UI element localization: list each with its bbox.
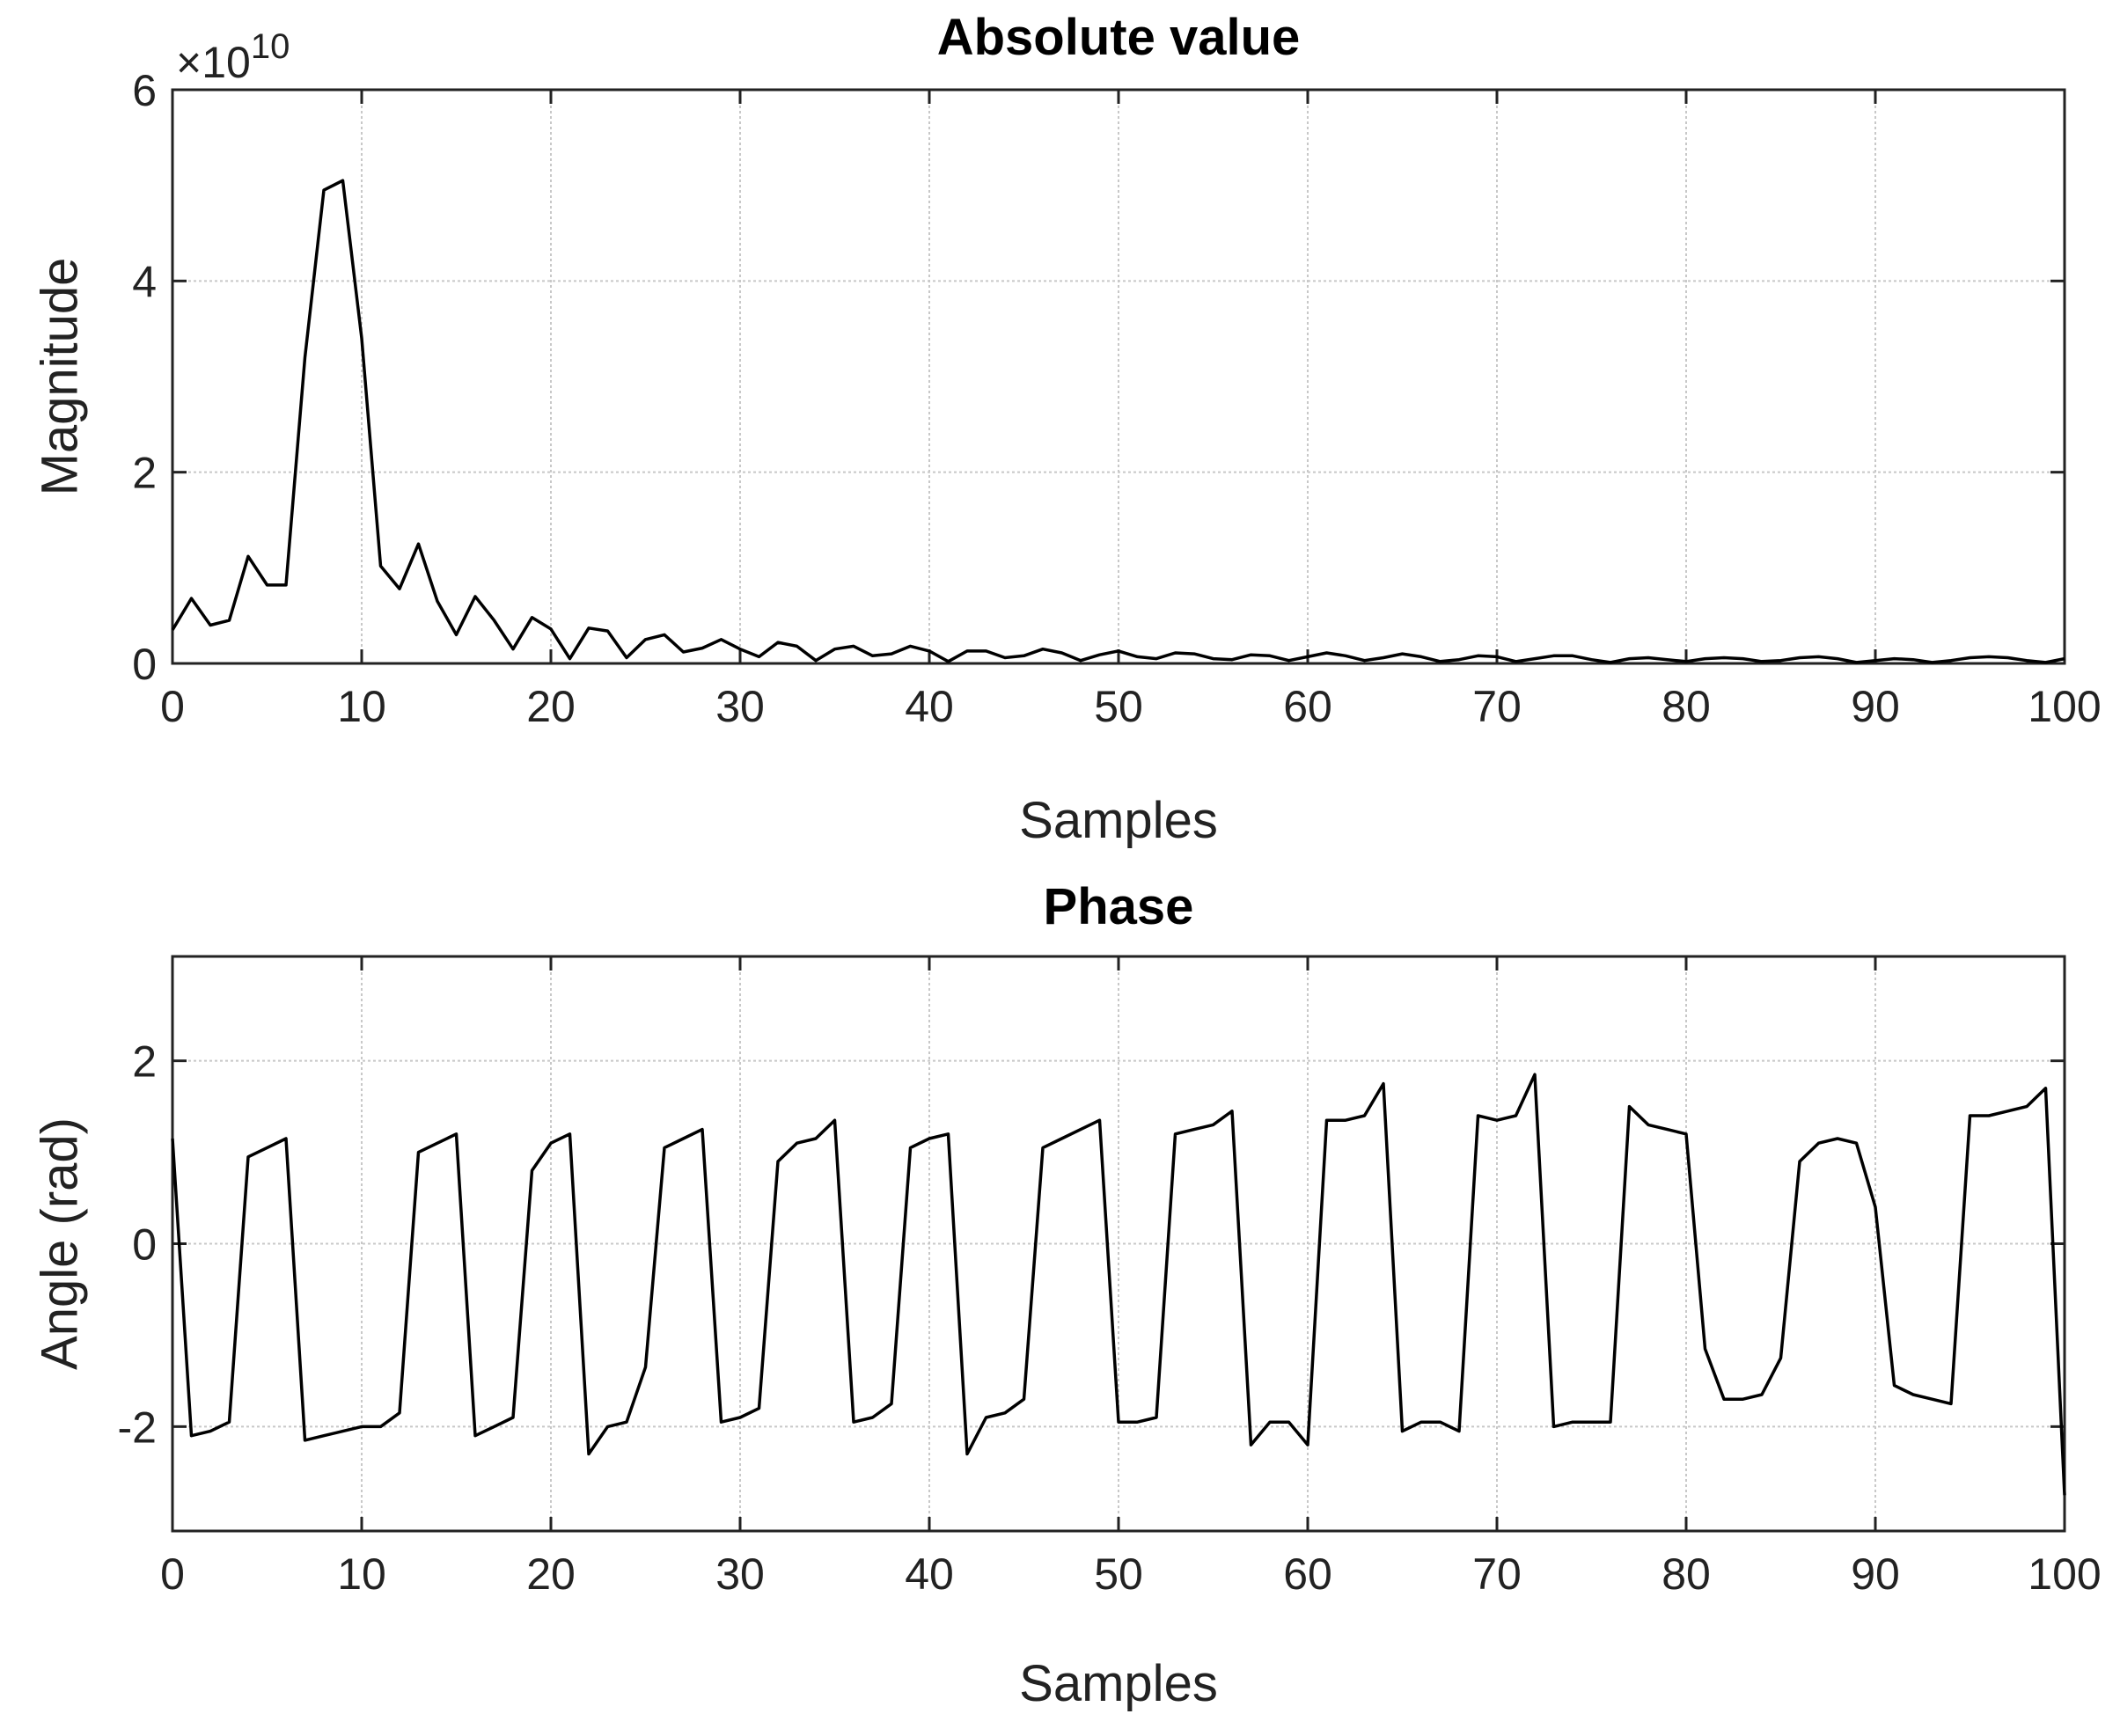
magnitude-xtick-label: 100: [2028, 682, 2101, 731]
phase-xtick-label: 0: [160, 1549, 185, 1599]
phase-ytick-label: 0: [132, 1220, 157, 1270]
phase-plot: 0 10 20 30 40 50 60 70 80 90 100 -2 0 2 Phase Samples…: [31, 878, 2101, 1712]
magnitude-plot: 0 10 20 30 40 50 60 70 80 90 100 0 2 4 6 Absolute valu…: [31, 9, 2101, 849]
magnitude-xtick-label: 20: [526, 682, 576, 731]
magnitude-xtick-label: 90: [1851, 682, 1900, 731]
phase-xtick-label: 80: [1662, 1549, 1711, 1599]
magnitude-xtick-label: 10: [337, 682, 386, 731]
phase-xtick-label: 70: [1472, 1549, 1522, 1599]
phase-xtick-label: 100: [2028, 1549, 2101, 1599]
magnitude-exponent: ×1010: [176, 27, 290, 87]
magnitude-xtick-label: 0: [160, 682, 185, 731]
phase-xtick-label: 60: [1283, 1549, 1332, 1599]
magnitude-ylabel: Magnitude: [31, 258, 88, 496]
magnitude-xtick-label: 30: [715, 682, 765, 731]
magnitude-xtick-label: 70: [1472, 682, 1522, 731]
magnitude-ticks: 0 10 20 30 40 50 60 70 80 90 100 0 2 4 6: [132, 66, 2102, 731]
phase-xtick-label: 30: [715, 1549, 765, 1599]
phase-series: [171, 1073, 2066, 1496]
phase-xtick-label: 20: [526, 1549, 576, 1599]
phase-xtick-label: 90: [1851, 1549, 1900, 1599]
magnitude-series-line: [171, 179, 2065, 664]
magnitude-series: [171, 179, 2065, 664]
magnitude-xlabel: Samples: [1019, 792, 1218, 849]
phase-xtick-label: 40: [905, 1549, 954, 1599]
phase-ytick-label: 2: [132, 1037, 157, 1087]
phase-series-line: [171, 1073, 2066, 1496]
phase-xtick-label: 10: [337, 1549, 386, 1599]
phase-title: Phase: [1044, 878, 1194, 935]
magnitude-xtick-label: 60: [1283, 682, 1332, 731]
magnitude-xtick-label: 80: [1662, 682, 1711, 731]
magnitude-xtick-label: 50: [1094, 682, 1143, 731]
phase-xtick-label: 50: [1094, 1549, 1143, 1599]
phase-ytick-label: -2: [118, 1403, 157, 1452]
magnitude-title: Absolute value: [937, 9, 1301, 66]
exponent-base: ×10: [176, 38, 251, 87]
magnitude-xtick-label: 40: [905, 682, 954, 731]
phase-grid: [172, 956, 2065, 1531]
magnitude-grid: [172, 90, 2065, 663]
magnitude-ytick-label: 0: [132, 640, 157, 689]
exponent-power: 10: [251, 27, 290, 66]
magnitude-ytick-label: 4: [132, 257, 157, 306]
phase-xlabel: Samples: [1019, 1655, 1218, 1712]
magnitude-ytick-label: 6: [132, 66, 157, 115]
phase-ticks: 0 10 20 30 40 50 60 70 80 90 100 -2 0 2: [118, 956, 2102, 1599]
magnitude-ytick-label: 2: [132, 449, 157, 498]
phase-ylabel: Angle (rad): [31, 1117, 88, 1370]
